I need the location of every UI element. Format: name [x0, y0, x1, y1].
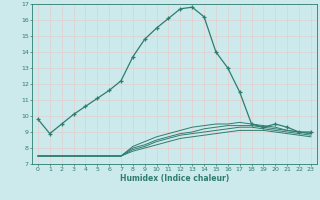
X-axis label: Humidex (Indice chaleur): Humidex (Indice chaleur) — [120, 174, 229, 183]
